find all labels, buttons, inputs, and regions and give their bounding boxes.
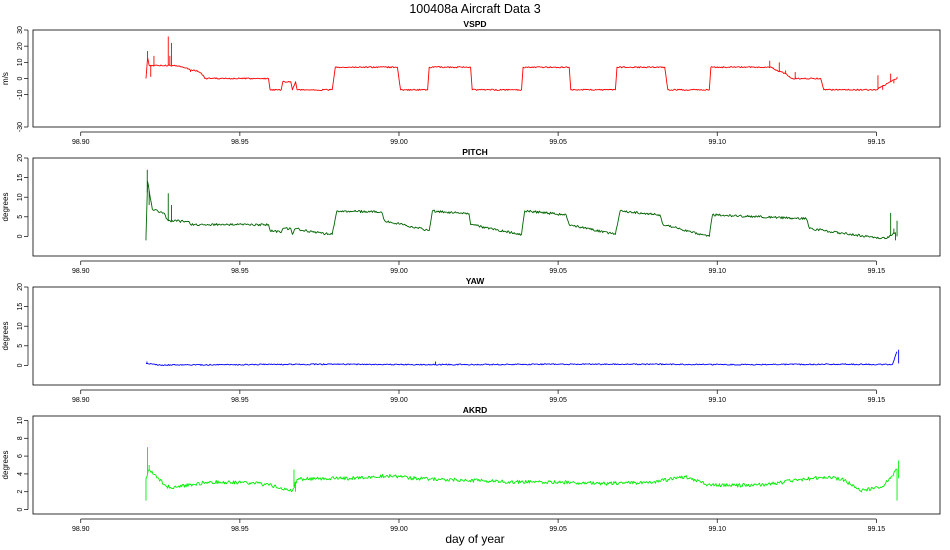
x-tick-label: 98.95 (231, 268, 249, 275)
series-line-akrd (145, 468, 898, 493)
x-tick-label: 99.05 (549, 526, 567, 533)
y-tick-label: 20 (17, 154, 24, 162)
x-axis-label: day of year (445, 532, 504, 546)
x-tick-label: 98.90 (72, 268, 90, 275)
y-tick-label: 10 (17, 416, 24, 424)
y-tick-label: 0 (17, 76, 24, 80)
y-tick-label: 20 (17, 283, 24, 291)
y-tick-label: 10 (17, 58, 24, 66)
panel-pitch: PITCH degrees 98.90 98.95 99.00 99.05 99.10 99.… (1, 147, 941, 275)
panel-title: VSPD (463, 19, 486, 29)
panel-vspd: VSPD m/s 98.90 98.95 99.00 99.05 99.10 99.15 -30… (1, 19, 941, 146)
y-tick-label: -10 (17, 90, 24, 100)
x-tick-label: 98.90 (72, 526, 90, 533)
x-tick-label: 99.00 (390, 139, 408, 146)
x-tick-label: 99.15 (868, 268, 886, 275)
y-axis-label: degrees (1, 322, 10, 351)
y-tick-label: 10 (17, 322, 24, 330)
y-tick-label: 15 (17, 174, 24, 182)
y-tick-label: 30 (17, 26, 24, 34)
y-tick-label: 0 (17, 363, 24, 367)
y-tick-label: 20 (17, 42, 24, 50)
x-tick-label: 98.90 (72, 397, 90, 404)
series-line-pitch (145, 181, 896, 240)
x-tick-label: 99.10 (708, 526, 726, 533)
x-tick-label: 99.05 (549, 397, 567, 404)
panel-title: AKRD (463, 405, 488, 415)
y-tick-label: 0 (17, 507, 24, 511)
x-tick-label: 99.05 (549, 268, 567, 275)
plot-frame (32, 415, 941, 515)
x-tick-label: 98.95 (231, 139, 249, 146)
y-tick-label: 5 (17, 215, 24, 219)
x-tick-label: 99.15 (868, 139, 886, 146)
x-tick-label: 99.00 (390, 268, 408, 275)
x-tick-label: 99.10 (708, 139, 726, 146)
series-line-vspd (145, 57, 898, 91)
y-tick-label: 10 (17, 193, 24, 201)
y-tick-label: 4 (17, 472, 24, 476)
chart-panels: VSPD m/s 98.90 98.95 99.00 99.05 99.10 99.15 -30… (1, 19, 941, 533)
x-tick-label: 99.10 (708, 268, 726, 275)
x-tick-label: 99.05 (549, 139, 567, 146)
panel-yaw: YAW degrees 98.90 98.95 99.00 99.05 99.10 99.15… (1, 276, 941, 404)
panel-title: PITCH (462, 147, 488, 157)
y-tick-label: -30 (17, 122, 24, 132)
y-axis-label: degrees (1, 193, 10, 222)
y-axis-label: m/s (1, 72, 10, 85)
x-tick-label: 99.10 (708, 397, 726, 404)
y-tick-label: 2 (17, 490, 24, 494)
x-tick-label: 98.95 (231, 526, 249, 533)
y-tick-label: 0 (17, 234, 24, 238)
x-tick-label: 98.90 (72, 139, 90, 146)
plot-frame (32, 157, 941, 257)
series-line-yaw (145, 351, 898, 366)
x-tick-label: 99.15 (868, 397, 886, 404)
figure-title: 100408a Aircraft Data 3 (409, 2, 540, 16)
y-tick-label: 15 (17, 303, 24, 311)
x-tick-label: 99.00 (390, 397, 408, 404)
y-tick-label: 8 (17, 436, 24, 440)
x-tick-label: 99.15 (868, 526, 886, 533)
panel-akrd: AKRD degrees 98.90 98.95 99.00 99.05 99.10 99.1… (1, 405, 941, 533)
plot-frame (32, 29, 941, 128)
y-axis-label: degrees (1, 451, 10, 480)
x-tick-label: 99.00 (390, 526, 408, 533)
panel-title: YAW (466, 276, 486, 286)
plot-frame (32, 286, 941, 386)
y-tick-label: 5 (17, 344, 24, 348)
y-tick-label: 6 (17, 454, 24, 458)
x-tick-label: 98.95 (231, 397, 249, 404)
